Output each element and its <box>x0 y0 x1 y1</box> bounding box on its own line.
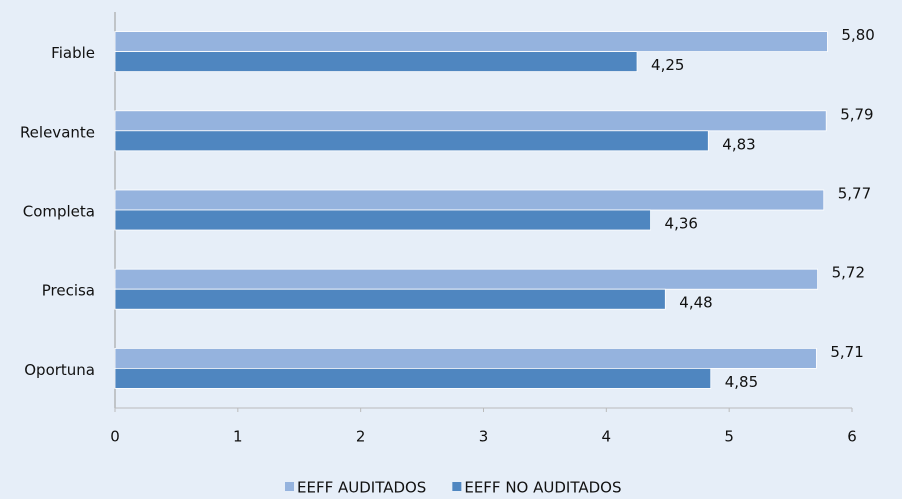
value-label: 5,80 <box>841 26 874 44</box>
x-tick-label: 6 <box>847 428 857 446</box>
y-tick-label: Oportuna <box>24 361 95 379</box>
bar <box>114 189 825 211</box>
y-tick-label: Completa <box>23 203 95 221</box>
legend-label: EEFF AUDITADOS <box>297 479 426 497</box>
value-label: 5,77 <box>838 185 871 203</box>
legend-swatch <box>285 482 294 491</box>
x-tick-label: 1 <box>233 428 243 446</box>
bar <box>114 268 819 290</box>
bar <box>114 31 828 53</box>
x-tick-label: 5 <box>724 428 734 446</box>
value-label: 4,25 <box>651 56 684 74</box>
value-label: 5,71 <box>830 343 863 361</box>
bar <box>114 367 712 389</box>
bar <box>114 288 666 310</box>
bar <box>114 51 638 72</box>
value-label: 4,85 <box>725 373 758 391</box>
value-label: 4,48 <box>679 294 712 312</box>
bar <box>114 209 651 231</box>
x-tick-label: 3 <box>479 428 489 446</box>
value-label: 4,36 <box>665 215 698 233</box>
y-tick-label: Relevante <box>20 123 95 141</box>
x-tick-label: 4 <box>602 428 612 446</box>
y-tick-label: Precisa <box>42 282 95 300</box>
value-label: 5,79 <box>840 105 873 123</box>
bar <box>114 130 709 152</box>
value-label: 5,72 <box>832 264 865 282</box>
legend-swatch <box>452 482 462 491</box>
bar <box>114 347 817 369</box>
x-tick-label: 0 <box>110 428 120 446</box>
value-label: 4,83 <box>722 135 755 153</box>
legend-label: EEFF NO AUDITADOS <box>464 479 621 497</box>
bar <box>114 110 827 132</box>
y-tick-label: Fiable <box>51 44 95 62</box>
x-tick-label: 2 <box>356 428 366 446</box>
